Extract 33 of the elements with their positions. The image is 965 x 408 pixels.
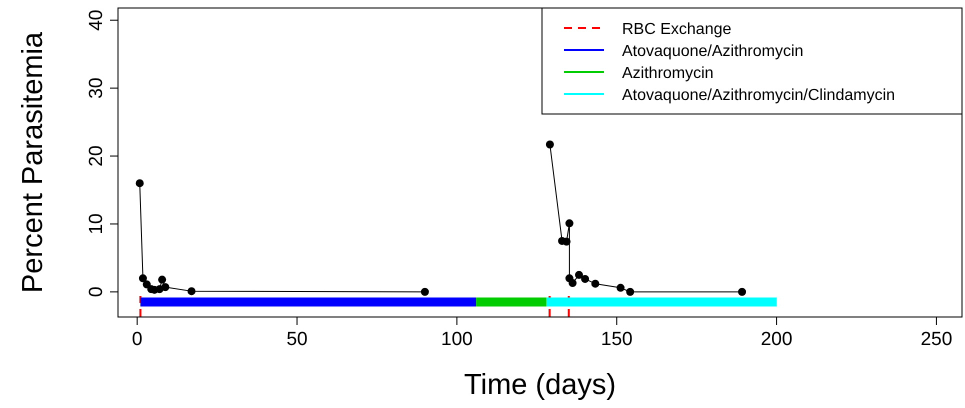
y-axis-title: Percent Parasitemia bbox=[17, 31, 49, 294]
x-tick-label: 250 bbox=[920, 329, 952, 350]
point bbox=[626, 288, 634, 296]
legend-label: Azithromycin bbox=[622, 65, 714, 82]
y-tick-label: 20 bbox=[86, 145, 107, 167]
point bbox=[136, 179, 144, 188]
x-tick-label: 150 bbox=[600, 329, 633, 350]
point bbox=[738, 288, 746, 296]
x-tick-label: 50 bbox=[286, 329, 308, 350]
point bbox=[616, 284, 625, 292]
point bbox=[565, 219, 574, 228]
point bbox=[546, 140, 554, 149]
point bbox=[568, 279, 577, 288]
x-axis-title: Time (days) bbox=[464, 369, 616, 401]
y-tick-label: 0 bbox=[86, 286, 107, 298]
y-tick-label: 30 bbox=[86, 78, 107, 99]
legend-label: Atovaquone/Azithromycin bbox=[622, 43, 804, 60]
point bbox=[562, 238, 571, 246]
point bbox=[575, 270, 584, 279]
y-tick-label: 40 bbox=[86, 10, 107, 31]
point bbox=[581, 274, 590, 283]
point bbox=[591, 280, 600, 288]
legend-label: RBC Exchange bbox=[622, 21, 732, 38]
x-tick-label: 0 bbox=[132, 329, 142, 350]
point bbox=[138, 274, 147, 282]
legend-label: Atovaquone/Azithromycin/Clindamycin bbox=[622, 87, 896, 104]
point bbox=[158, 276, 166, 284]
x-tick-label: 100 bbox=[441, 329, 473, 350]
x-tick-label: 200 bbox=[760, 329, 792, 350]
y-tick-label: 10 bbox=[86, 213, 107, 235]
point bbox=[188, 287, 196, 296]
point bbox=[161, 283, 170, 292]
point bbox=[420, 288, 429, 296]
